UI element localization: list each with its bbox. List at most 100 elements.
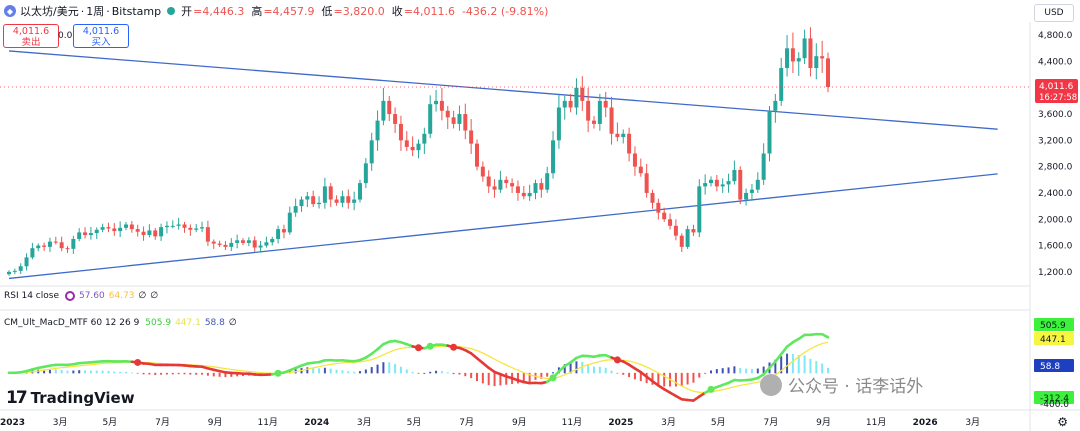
candle (527, 192, 532, 197)
candle (334, 199, 339, 203)
macd-histogram-bar (335, 369, 338, 374)
candle (556, 107, 561, 141)
x-tick-label: 9月 (816, 417, 831, 428)
macd-histogram-bar (353, 371, 356, 374)
candle (434, 100, 439, 105)
candle (36, 245, 41, 249)
candle (129, 224, 134, 230)
ethereum-icon: ◆ (4, 5, 16, 17)
macd-histogram-bar (212, 372, 215, 377)
macd-histogram-bar (394, 363, 397, 374)
candle (30, 248, 35, 258)
candle (375, 120, 380, 141)
macd-histogram-bar (481, 372, 484, 384)
separator: · (106, 4, 110, 18)
candle (486, 176, 491, 187)
sell-label: 卖出 (21, 37, 41, 48)
candle (200, 227, 205, 229)
macd-histogram-bar (458, 372, 461, 375)
macd-histogram-bar (774, 359, 777, 374)
x-tick-label: 7月 (764, 417, 779, 428)
x-tick-label: 5月 (711, 417, 726, 428)
candle (720, 184, 725, 187)
macd-histogram-bar (446, 372, 449, 374)
candle (574, 87, 579, 108)
macd-histogram-bar (382, 362, 385, 374)
macd-histogram-bar (797, 355, 800, 374)
macd-line-segment (768, 360, 777, 370)
macd-histogram-bar (546, 372, 549, 377)
macd-histogram-bar (359, 371, 361, 374)
candle (767, 110, 772, 154)
y-tick-label: 3,200.0 (1038, 136, 1073, 146)
candle (650, 192, 655, 203)
candle (53, 241, 58, 243)
candle (515, 186, 520, 193)
low-value: =3,820.0 (333, 4, 385, 18)
candle (790, 48, 795, 62)
macd-histogram-bar (142, 372, 145, 375)
buy-button[interactable]: 4,011.6 买入 (73, 24, 129, 48)
candle (94, 229, 99, 234)
macd-value-3: 58.8 (204, 318, 225, 328)
currency-selector[interactable]: USD (1034, 4, 1074, 22)
countdown: 16:27:58 (1039, 93, 1077, 103)
candle (498, 179, 503, 190)
brand-name: TradingView (30, 389, 135, 407)
rsi-legend[interactable]: RSI 14 close 57.60 64.73 ∅ ∅ (4, 291, 158, 301)
x-tick-label: 3月 (965, 417, 980, 428)
candle (615, 133, 620, 138)
macd-histogram-bar (66, 370, 69, 374)
candle (393, 114, 398, 124)
macd-histogram-bar (464, 372, 467, 377)
macd-line-segment (820, 332, 830, 339)
macd-axis-value: -312.4 (1040, 394, 1069, 404)
macd-histogram-bar (341, 370, 344, 374)
close-label: 收 (391, 5, 403, 18)
macd-histogram-bar (423, 372, 426, 375)
candle (428, 104, 433, 134)
macd-line-segment (551, 370, 561, 380)
macd-histogram-bar (160, 372, 163, 375)
watermark-text: 公众号 · 话李话外 (788, 377, 924, 397)
macd-histogram-bar (78, 370, 81, 374)
candle (492, 186, 497, 190)
macd-histogram-bar (89, 370, 92, 374)
macd-legend[interactable]: CM_Ult_MacD_MTF 60 12 26 9 505.9 447.1 5… (4, 318, 237, 328)
candle (322, 186, 327, 203)
candle (404, 140, 409, 147)
candle (223, 244, 228, 247)
macd-histogram-bar (130, 372, 133, 374)
sell-button[interactable]: 4,011.6 卖出 (3, 24, 59, 48)
macd-axis-tag (1034, 391, 1074, 404)
open-value: =4,446.3 (193, 4, 245, 18)
macd-histogram-bar (399, 366, 402, 374)
candle (685, 229, 690, 247)
macd-histogram-bar (604, 367, 607, 374)
candle (814, 56, 819, 69)
candle (504, 179, 509, 184)
tradingview-logo[interactable]: 17 TradingView (6, 388, 135, 408)
rsi-settings-icon[interactable] (64, 291, 75, 301)
trendline (8, 173, 998, 280)
pair-name[interactable]: 以太坊/美元 (20, 5, 79, 18)
candle (703, 183, 708, 187)
change-value: -436.2 (-9.81%) (461, 4, 549, 18)
macd-histogram-bar (195, 372, 198, 375)
macd-histogram-bar (411, 371, 414, 374)
macd-histogram-bar (224, 372, 227, 378)
candle (632, 153, 637, 167)
candle (176, 224, 181, 226)
settings-gear-icon[interactable]: ⚙ (1057, 415, 1068, 429)
interval[interactable]: 1周 (86, 5, 105, 18)
x-tick-label: 9月 (512, 417, 527, 428)
candle (562, 100, 567, 108)
macd-histogram-bar (628, 372, 631, 378)
macd-histogram-bar (230, 372, 233, 377)
macd-value-4: ∅ (228, 318, 237, 328)
candle (88, 233, 93, 236)
candle (586, 100, 591, 121)
macd-axis-tag (1034, 318, 1074, 331)
macd-histogram-bar (165, 372, 168, 375)
